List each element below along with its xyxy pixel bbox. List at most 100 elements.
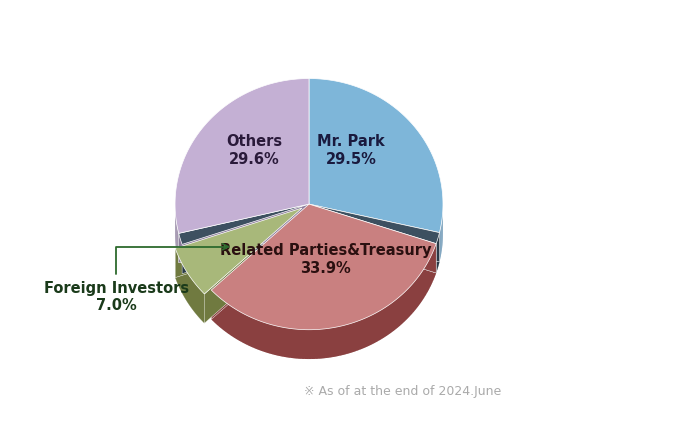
Polygon shape <box>251 317 254 348</box>
Polygon shape <box>298 329 301 359</box>
Polygon shape <box>315 330 319 359</box>
Polygon shape <box>378 310 382 341</box>
Polygon shape <box>290 329 295 358</box>
Polygon shape <box>415 279 417 311</box>
Polygon shape <box>419 273 421 305</box>
Text: ※ As of at the end of 2024.June: ※ As of at the end of 2024.June <box>304 384 501 397</box>
Text: Related Parties&Treasury
33.9%: Related Parties&Treasury 33.9% <box>220 243 432 275</box>
Polygon shape <box>241 313 245 344</box>
Polygon shape <box>257 320 260 351</box>
Polygon shape <box>382 308 384 340</box>
Polygon shape <box>395 298 398 330</box>
Polygon shape <box>175 238 302 323</box>
Polygon shape <box>356 321 360 351</box>
Polygon shape <box>398 296 401 328</box>
Polygon shape <box>254 319 257 349</box>
Polygon shape <box>219 297 221 329</box>
Polygon shape <box>360 320 363 350</box>
Polygon shape <box>204 208 302 323</box>
Polygon shape <box>229 305 232 337</box>
Polygon shape <box>273 325 277 356</box>
Polygon shape <box>403 291 406 323</box>
Polygon shape <box>295 329 298 359</box>
Polygon shape <box>179 204 309 263</box>
Polygon shape <box>412 282 415 314</box>
Polygon shape <box>221 299 224 331</box>
Polygon shape <box>305 330 308 359</box>
Polygon shape <box>175 208 302 278</box>
Text: Foreign Investors
7.0%: Foreign Investors 7.0% <box>44 244 228 313</box>
Polygon shape <box>211 234 436 359</box>
Polygon shape <box>325 328 329 358</box>
Text: Mr. Park
29.5%: Mr. Park 29.5% <box>317 134 385 167</box>
Polygon shape <box>333 327 336 357</box>
Polygon shape <box>387 305 390 336</box>
Polygon shape <box>372 314 375 344</box>
Polygon shape <box>284 328 287 357</box>
Polygon shape <box>301 330 305 359</box>
Polygon shape <box>224 302 227 333</box>
Polygon shape <box>428 259 429 291</box>
Polygon shape <box>343 325 347 355</box>
Polygon shape <box>179 234 309 274</box>
Text: Others
29.6%: Others 29.6% <box>227 134 283 167</box>
Polygon shape <box>211 291 214 322</box>
Polygon shape <box>280 327 284 357</box>
Polygon shape <box>309 79 443 233</box>
Polygon shape <box>384 306 387 337</box>
Polygon shape <box>347 324 349 354</box>
Polygon shape <box>175 208 302 294</box>
Polygon shape <box>309 204 436 273</box>
Polygon shape <box>216 295 219 326</box>
Polygon shape <box>431 253 432 285</box>
Polygon shape <box>435 244 436 276</box>
Polygon shape <box>247 316 251 347</box>
Polygon shape <box>214 293 216 324</box>
Polygon shape <box>406 289 408 321</box>
Polygon shape <box>401 294 403 325</box>
Polygon shape <box>267 324 270 354</box>
Polygon shape <box>227 304 229 335</box>
Polygon shape <box>425 265 426 297</box>
Polygon shape <box>426 262 428 294</box>
Polygon shape <box>245 314 247 345</box>
Polygon shape <box>349 323 353 353</box>
Polygon shape <box>270 325 273 355</box>
Polygon shape <box>312 330 315 359</box>
Polygon shape <box>264 322 267 353</box>
Polygon shape <box>211 204 309 320</box>
Polygon shape <box>423 268 425 300</box>
Polygon shape <box>366 317 369 347</box>
Polygon shape <box>369 315 372 346</box>
Polygon shape <box>179 204 309 245</box>
Polygon shape <box>340 326 343 356</box>
Polygon shape <box>308 330 312 359</box>
Polygon shape <box>319 329 322 359</box>
Polygon shape <box>336 327 340 357</box>
Polygon shape <box>287 328 290 358</box>
Polygon shape <box>408 287 410 318</box>
Polygon shape <box>417 276 419 308</box>
Polygon shape <box>363 318 366 348</box>
Polygon shape <box>375 312 378 343</box>
Polygon shape <box>182 204 309 274</box>
Polygon shape <box>211 204 436 330</box>
Polygon shape <box>393 300 395 332</box>
Polygon shape <box>175 79 309 234</box>
Polygon shape <box>353 322 356 352</box>
Polygon shape <box>390 302 393 334</box>
Polygon shape <box>309 204 440 262</box>
Polygon shape <box>236 309 238 340</box>
Polygon shape <box>432 250 434 282</box>
Polygon shape <box>410 284 412 316</box>
Polygon shape <box>277 326 280 356</box>
Polygon shape <box>329 328 333 358</box>
Polygon shape <box>309 204 436 273</box>
Polygon shape <box>309 204 440 262</box>
Polygon shape <box>232 308 236 339</box>
Polygon shape <box>238 311 241 342</box>
Polygon shape <box>309 234 440 273</box>
Polygon shape <box>429 256 431 288</box>
Polygon shape <box>434 247 435 279</box>
Polygon shape <box>260 321 264 352</box>
